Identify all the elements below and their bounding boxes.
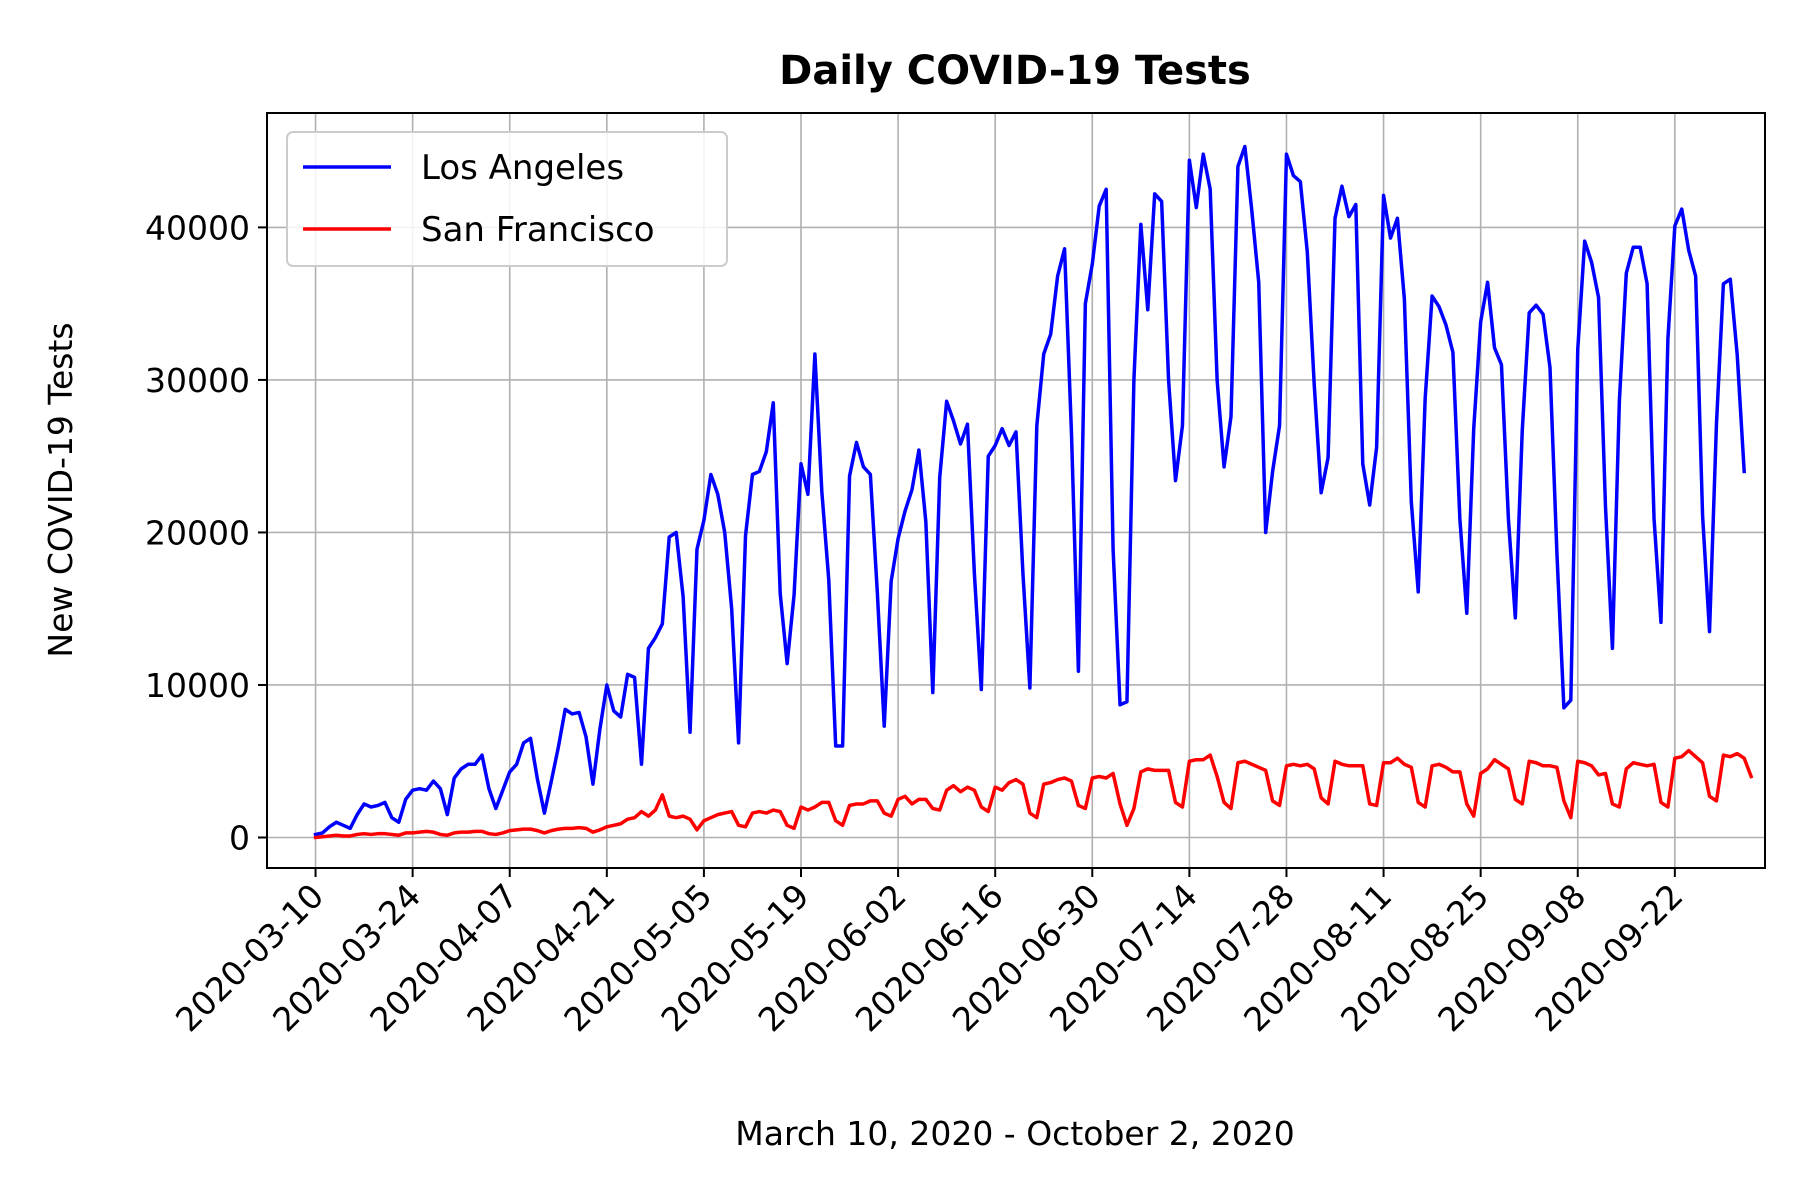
y-tick-label: 20000 <box>145 513 250 552</box>
y-tick-label: 30000 <box>145 361 250 400</box>
x-axis-label: March 10, 2020 - October 2, 2020 <box>735 1114 1294 1153</box>
chart-title: Daily COVID-19 Tests <box>779 48 1251 94</box>
legend-label: San Francisco <box>421 210 655 250</box>
series-layer <box>313 144 1754 840</box>
series-line-san-francisco <box>313 748 1754 840</box>
legend-label: Los Angeles <box>421 148 624 188</box>
series-line-los-angeles <box>313 144 1747 837</box>
legend: Los Angeles San Francisco <box>286 131 728 267</box>
y-axis-label: New COVID-19 Tests <box>41 322 80 657</box>
plot-frame <box>266 112 1766 869</box>
y-tick-label: 0 <box>229 818 250 857</box>
legend-box <box>286 131 728 267</box>
y-tick-label: 10000 <box>145 666 250 705</box>
y-tick-label: 40000 <box>145 208 250 247</box>
